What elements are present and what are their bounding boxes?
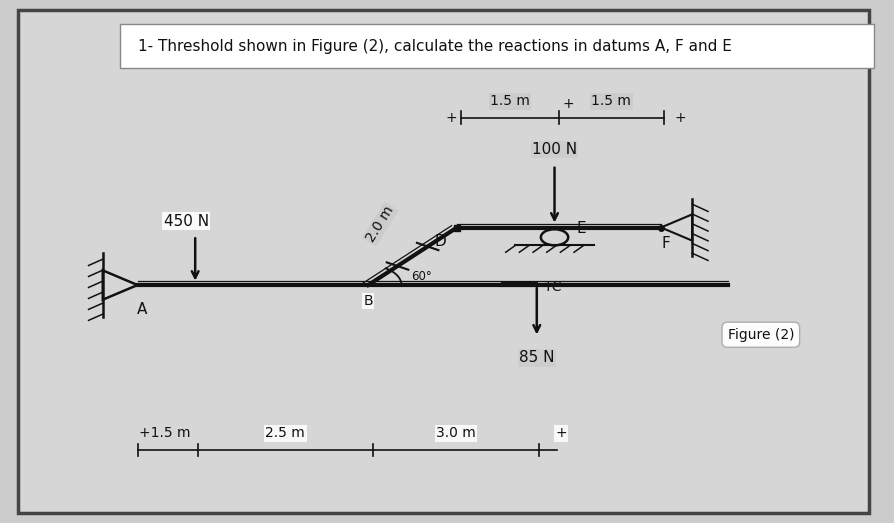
FancyBboxPatch shape: [120, 24, 873, 68]
Text: TC: TC: [544, 280, 561, 293]
Text: 3.0 m: 3.0 m: [435, 426, 476, 440]
FancyBboxPatch shape: [18, 10, 869, 513]
Text: 1.5 m: 1.5 m: [591, 94, 630, 108]
Text: +: +: [445, 111, 457, 124]
Text: B: B: [363, 294, 373, 308]
Text: F: F: [661, 236, 669, 252]
Text: +: +: [555, 426, 567, 440]
Text: E: E: [576, 221, 586, 236]
Text: 100 N: 100 N: [531, 142, 577, 157]
Text: 2.5 m: 2.5 m: [266, 426, 305, 440]
Text: 60°: 60°: [410, 270, 431, 283]
Text: 1- Threshold shown in Figure (2), calculate the reactions in datums A, F and E: 1- Threshold shown in Figure (2), calcul…: [138, 39, 730, 53]
Text: +: +: [673, 111, 685, 124]
Text: A: A: [137, 302, 147, 317]
Text: +: +: [562, 97, 573, 111]
Text: D: D: [434, 234, 446, 249]
Text: Figure (2): Figure (2): [727, 328, 793, 342]
Text: 450 N: 450 N: [164, 213, 208, 229]
Text: 85 N: 85 N: [519, 350, 554, 366]
Text: 1.5 m: 1.5 m: [490, 94, 529, 108]
Text: 2.0 m: 2.0 m: [363, 203, 396, 245]
Text: +1.5 m: +1.5 m: [139, 426, 190, 440]
